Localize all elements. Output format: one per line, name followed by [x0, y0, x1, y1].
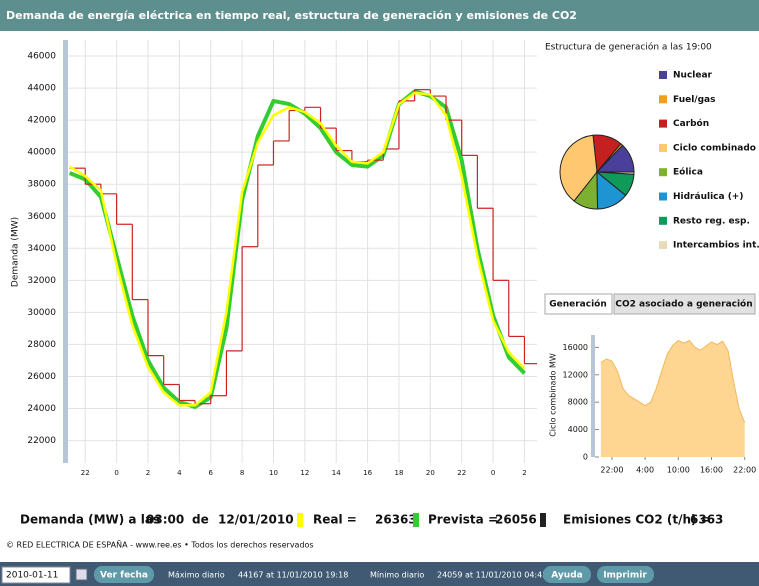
legend-swatch [659, 143, 667, 152]
series-line [68, 91, 526, 407]
y-tick-label: 22000 [27, 436, 56, 446]
x-tick-label: 4 [177, 469, 182, 477]
legend-swatch [659, 216, 667, 225]
x-tick-label: 16:00 [700, 466, 723, 475]
x-tick-label: 22 [457, 469, 466, 477]
x-tick-label: 16 [363, 469, 372, 477]
y-tick-label: 24000 [27, 404, 56, 414]
help-button[interactable] [543, 566, 591, 583]
y-tick-label: 38000 [27, 180, 56, 190]
y-tick-label: 16000 [563, 343, 588, 352]
y-tick-label: 32000 [27, 276, 56, 286]
y-tick-label: 8000 [568, 398, 588, 407]
tab[interactable] [613, 293, 756, 315]
footer: © RED ELECTRICA DE ESPAÑA - www.ree.es •… [6, 540, 314, 550]
legend-swatch [659, 192, 667, 201]
summary-real-label: Real = [313, 513, 357, 527]
axis-bar [63, 40, 68, 463]
x-tick-label: 12 [300, 469, 309, 477]
y-axis-label: Demanda (MW) [11, 217, 21, 287]
y-tick-label: 30000 [27, 308, 56, 318]
summary-prevista: 26056 [495, 513, 537, 527]
legend-swatch [659, 241, 667, 250]
max-label: Máximo diario [168, 571, 225, 580]
pie-slice [596, 171, 635, 175]
help-button-label[interactable]: Ayuda [551, 571, 582, 581]
legend-label: Resto reg. esp. [673, 216, 750, 226]
y-tick-label: 34000 [27, 244, 56, 254]
x-tick-label: 22 [81, 469, 90, 477]
x-tick-label: 0 [114, 469, 118, 477]
min-value: 24059 at 11/01/2010 04:45 [437, 571, 547, 580]
x-tick-label: 18 [395, 469, 404, 477]
x-tick-label: 0 [491, 469, 495, 477]
summary: Demanda (MW) a las 03:00 de 12/01/2010 R… [20, 513, 723, 527]
pie-slice [559, 134, 598, 202]
max-value: 44167 at 11/01/2010 19:18 [238, 571, 348, 580]
y-tick-label: 12000 [563, 370, 588, 379]
x-tick-label: 4:00 [636, 466, 654, 475]
plot-axis-bar [591, 335, 595, 457]
y-tick-label: 0 [583, 453, 588, 462]
page-title: Demanda de energía eléctrica en tiempo r… [6, 9, 577, 22]
x-tick-label: 2 [146, 469, 150, 477]
x-tick-label: 20 [426, 469, 435, 477]
summary-emisiones: 6363 [690, 513, 723, 527]
print-button[interactable] [597, 566, 654, 583]
summary-time: 03:00 [146, 513, 184, 527]
legend-label: Carbón [673, 118, 709, 129]
print-button-label[interactable]: Imprimir [603, 571, 647, 581]
x-tick-label: 10 [269, 469, 278, 477]
y-tick-label: 26000 [27, 372, 56, 382]
x-tick-label: 14 [332, 469, 341, 477]
view-button-label[interactable]: Ver fecha [100, 571, 148, 581]
summary-prevista-label: Prevista = [428, 513, 498, 527]
legend-label: Hidráulica (+) [673, 192, 743, 202]
tab-label[interactable]: Generación [549, 299, 607, 310]
tab-active[interactable] [544, 293, 613, 315]
legend-swatch [659, 168, 667, 177]
y-tick-label: 44000 [27, 84, 56, 94]
x-tick-label: 6 [209, 469, 214, 477]
y-tick-label: 36000 [27, 212, 56, 222]
summary-de: de [192, 513, 209, 527]
summary-emisiones-label: Emisiones CO2 (t/h) = [563, 513, 711, 527]
y-tick-label: 28000 [27, 340, 56, 350]
area-fill [600, 340, 745, 457]
legend-swatch [659, 119, 667, 128]
legend-label: Intercambios int. (+ [673, 241, 759, 251]
tab-label[interactable]: CO2 asociado a generación [615, 299, 752, 310]
x-tick-label: 22:00 [600, 466, 623, 475]
summary-real: 26363 [375, 513, 417, 527]
min-label: Mínimo diario [370, 571, 424, 580]
legend-swatch [659, 71, 667, 79]
legend-swatch [659, 95, 667, 104]
date-input[interactable] [1, 566, 71, 584]
title-bar [0, 0, 759, 31]
legend-label: Nuclear [673, 71, 713, 81]
area-y-label: Ciclo combinado MW [549, 353, 558, 437]
view-button[interactable] [94, 566, 154, 583]
area-line [600, 339, 746, 423]
y-tick-label: 40000 [27, 148, 56, 158]
emissions-marker [540, 513, 546, 527]
summary-date: 12/01/2010 [218, 513, 294, 527]
y-tick-label: 46000 [27, 52, 56, 62]
calendar-icon[interactable] [75, 568, 88, 581]
legend-label: Fuel/gas [673, 95, 715, 105]
pie-title: Estructura de generación a las 19:00 [545, 42, 712, 53]
x-tick-label: 10:00 [667, 466, 690, 475]
real-marker [297, 513, 303, 527]
x-tick-label: 2 [522, 469, 526, 477]
legend-label: Eólica [673, 167, 703, 178]
summary-label: Demanda (MW) a las [20, 513, 160, 527]
y-tick-label: 42000 [27, 116, 56, 126]
x-tick-label: 8 [240, 469, 244, 477]
date-value[interactable]: 2010-01-11 [6, 571, 58, 581]
prevista-marker [413, 513, 419, 527]
x-tick-label: 22:00 [733, 466, 756, 475]
legend-label: Ciclo combinado [673, 143, 756, 153]
y-tick-label: 4000 [568, 425, 588, 434]
